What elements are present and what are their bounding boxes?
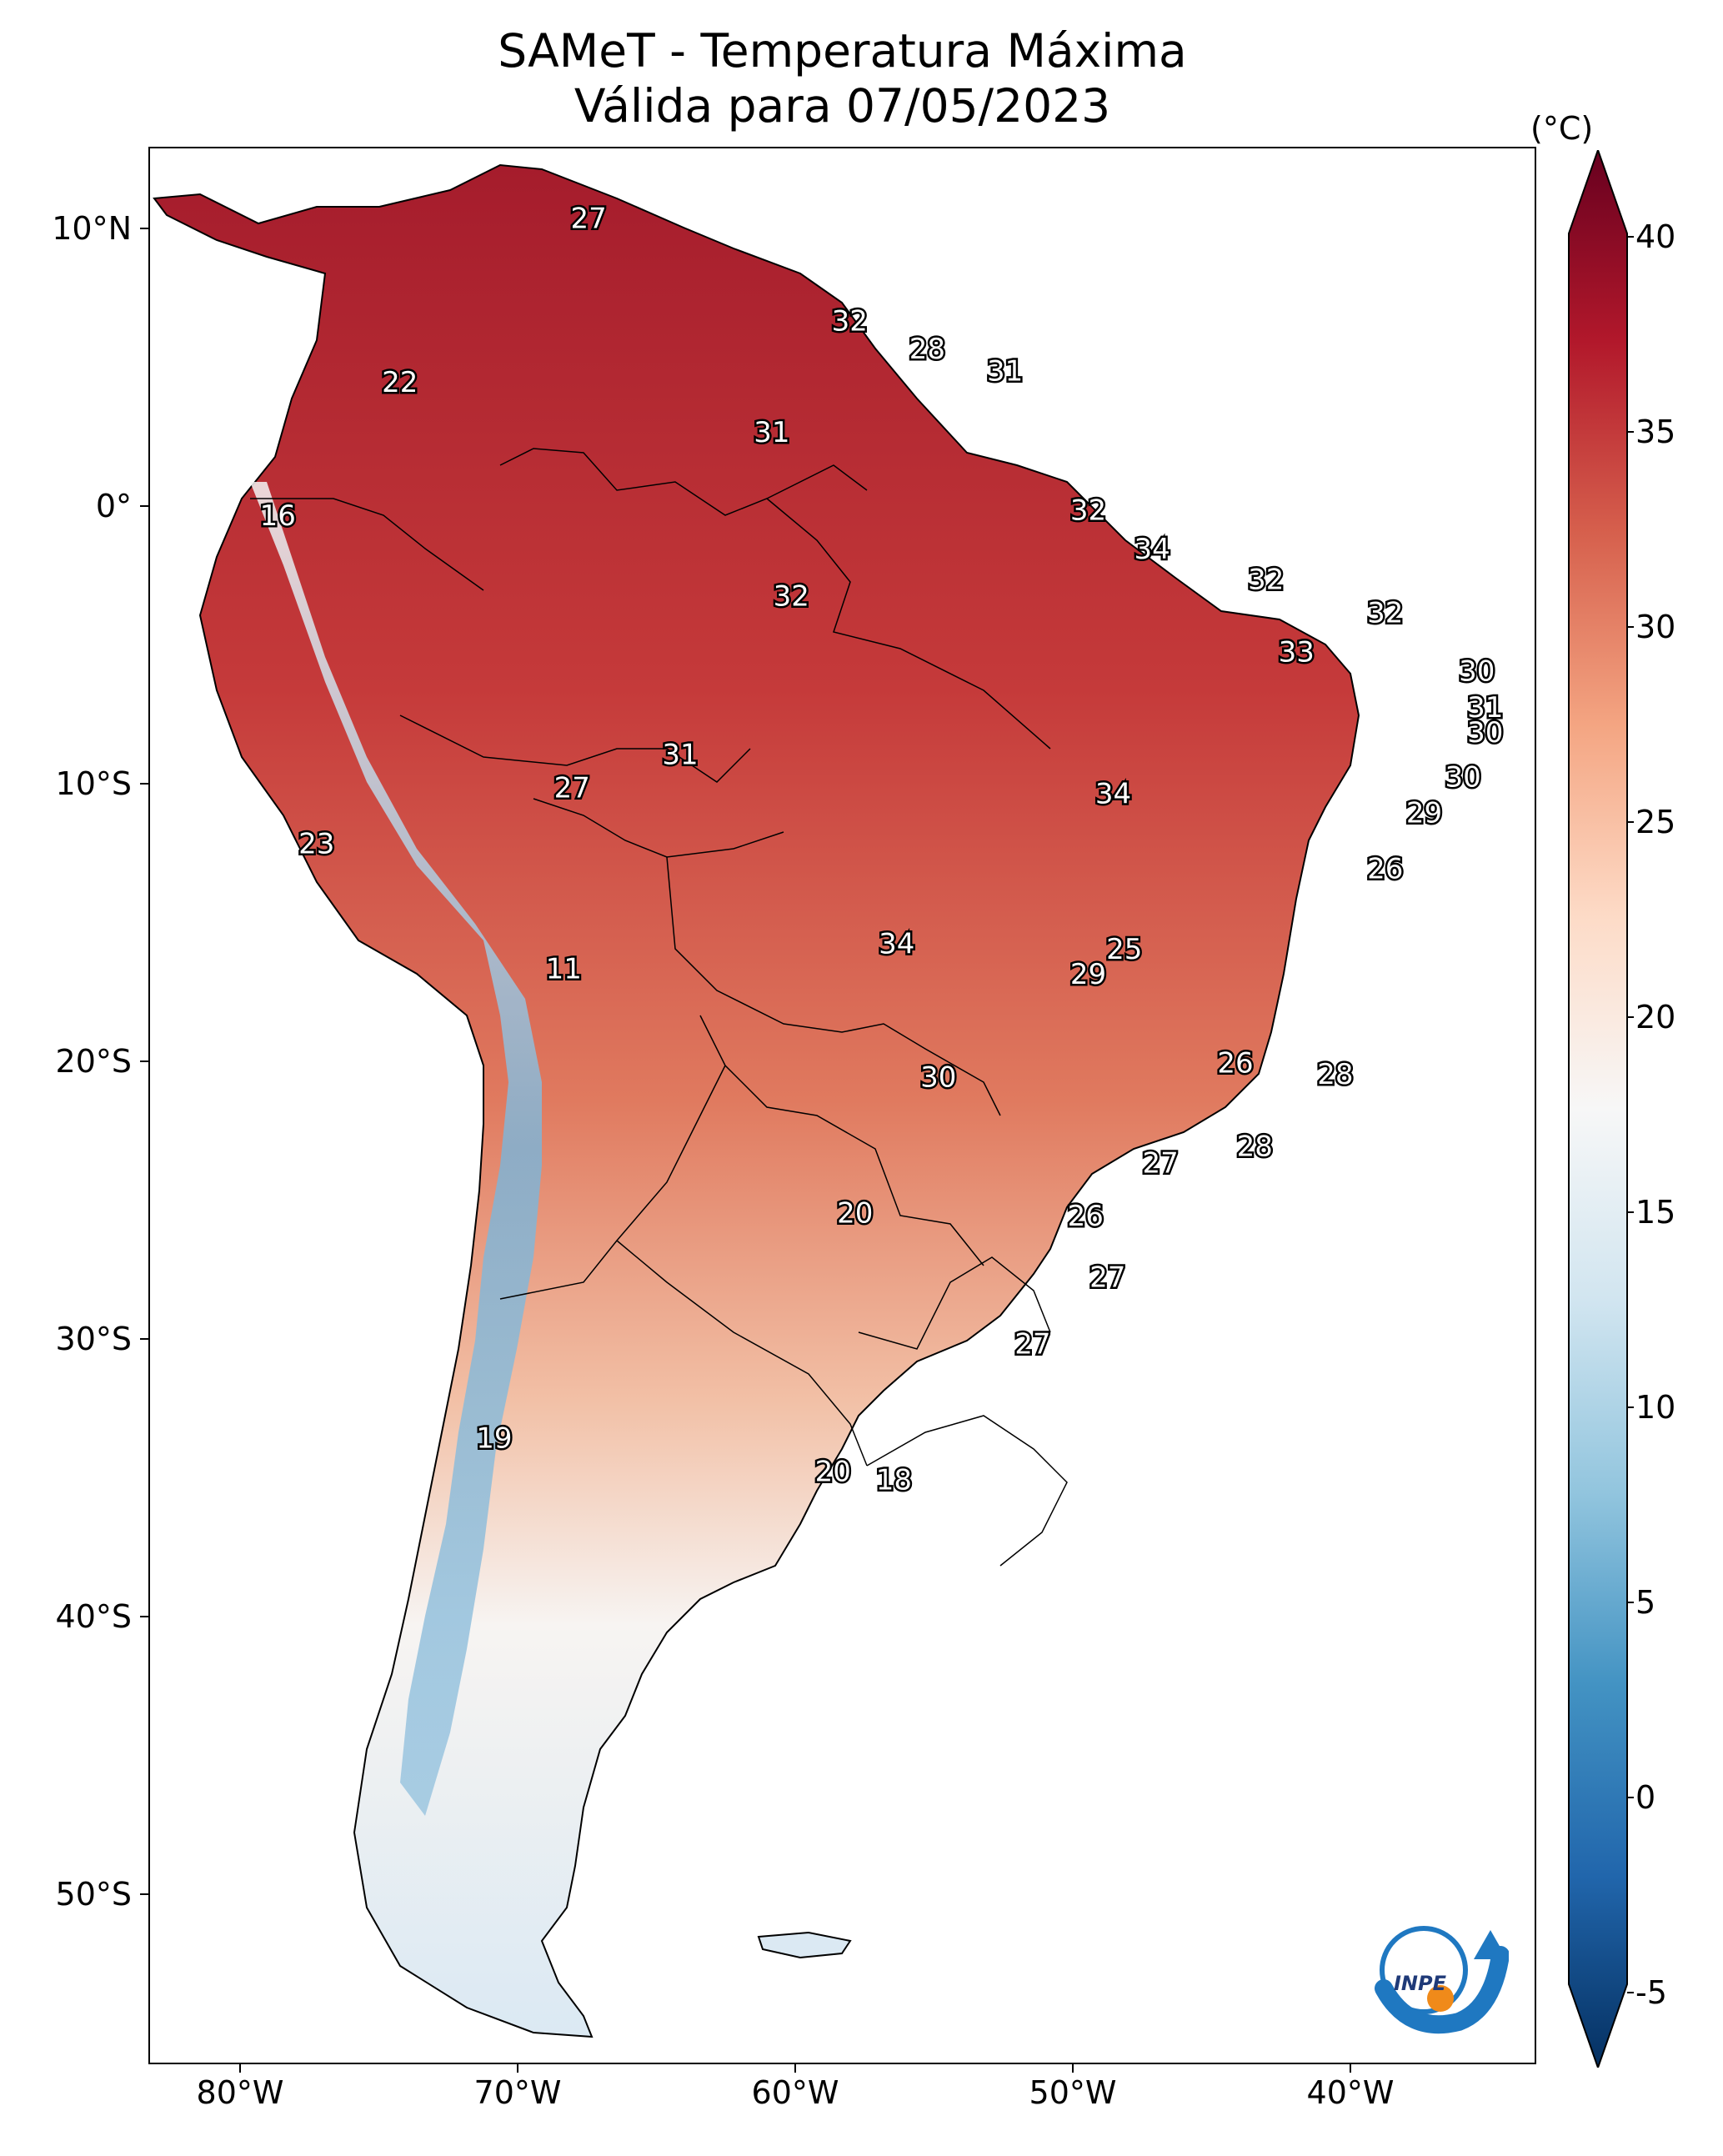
lon-label-40w: 40°W (1306, 2074, 1395, 2111)
lat-tick (140, 783, 148, 785)
title-line-1: SAMeT - Temperatura Máxima (498, 24, 1187, 78)
colorbar-unit: (°C) (1530, 110, 1594, 147)
station-value-label: 26 (1068, 1200, 1104, 1233)
station-value-label: 30 (920, 1060, 956, 1094)
station-value-label: 27 (554, 772, 590, 805)
station-value-label: 31 (1467, 691, 1503, 725)
station-value-label: 32 (832, 305, 868, 338)
lon-tick (517, 2064, 518, 2073)
station-value-label: 22 (382, 366, 418, 399)
land-mass (153, 163, 1360, 2038)
lon-tick (794, 2064, 796, 2073)
station-value-label: 34 (1134, 533, 1170, 566)
station-value-label: 34 (879, 927, 914, 960)
lat-tick (140, 1060, 148, 1062)
station-value-label: 30 (1467, 716, 1503, 750)
station-value-label: 30 (1445, 760, 1480, 794)
lon-tick (1350, 2064, 1351, 2073)
lat-label-10n: 10°N (52, 210, 132, 247)
station-value-label: 18 (876, 1464, 912, 1497)
colorbar (1568, 150, 1634, 2068)
lat-tick (140, 1893, 148, 1895)
lat-tick (140, 505, 148, 507)
title-line-2: Válida para 07/05/2023 (573, 79, 1111, 133)
station-value-label: 23 (298, 827, 334, 860)
station-value-label: 32 (1367, 597, 1403, 630)
lat-label-50s: 50°S (55, 1876, 132, 1913)
colorbar-label-10: 10 (1635, 1389, 1676, 1426)
lat-label-0: 0° (95, 488, 132, 524)
station-value-label: 26 (1217, 1047, 1253, 1081)
country-borders (250, 448, 1068, 1567)
station-value-label: 32 (1248, 564, 1284, 597)
station-value-label: 28 (909, 333, 945, 366)
station-value-label: 20 (837, 1197, 873, 1231)
colorbar-label-20: 20 (1635, 999, 1676, 1035)
station-value-label: 20 (815, 1456, 851, 1489)
station-value-label: 26 (1367, 852, 1403, 885)
lon-label-60w: 60°W (751, 2074, 839, 2111)
station-value-label: 34 (1095, 777, 1131, 810)
station-value-label: 31 (754, 416, 789, 449)
andes-cold-band (250, 482, 542, 1816)
station-value-label: 31 (987, 355, 1023, 389)
station-value-label: 27 (1089, 1261, 1125, 1294)
colorbar-gradient (1568, 150, 1628, 2068)
station-value-label: 32 (1070, 494, 1106, 527)
map-frame: 27 32 28 31 22 31 16 32 34 32 32 32 33 30 31 30 31 27 34 30… (148, 147, 1536, 2064)
lat-tick (140, 1616, 148, 1617)
lat-label-10s: 10°S (55, 765, 132, 802)
station-value-label: 33 (1279, 635, 1315, 669)
station-value-label: 27 (570, 202, 606, 235)
station-value-label: 16 (260, 499, 296, 533)
station-value-label: 11 (546, 952, 582, 985)
station-value-label: 31 (662, 739, 698, 772)
lat-label-30s: 30°S (55, 1321, 132, 1357)
lon-label-70w: 70°W (473, 2074, 562, 2111)
lat-label-20s: 20°S (55, 1043, 132, 1080)
lat-label-40s: 40°S (55, 1598, 132, 1635)
lat-tick (140, 228, 148, 229)
lon-label-50w: 50°W (1029, 2074, 1117, 2111)
colorbar-label-35: 35 (1635, 414, 1676, 450)
colorbar-label-40: 40 (1635, 218, 1676, 255)
station-value-label: 30 (1459, 655, 1495, 689)
station-value-label: 25 (1106, 933, 1142, 966)
inpe-logo-text: INPE (1394, 1972, 1447, 1995)
lon-tick (239, 2064, 241, 2073)
station-value-label: 28 (1317, 1058, 1353, 1091)
station-value-label: 19 (476, 1422, 512, 1456)
inpe-logo: INPE (1375, 1926, 1509, 2034)
colorbar-label-minus5: -5 (1635, 1974, 1667, 2011)
station-value-label: 28 (1237, 1131, 1273, 1164)
colorbar-label-30: 30 (1635, 609, 1676, 645)
lat-tick (140, 1338, 148, 1340)
lon-label-80w: 80°W (196, 2074, 284, 2111)
colorbar-label-15: 15 (1635, 1194, 1676, 1231)
station-value-label: 27 (1014, 1327, 1050, 1361)
station-value-label: 29 (1406, 797, 1442, 830)
colorbar-label-5: 5 (1635, 1584, 1656, 1621)
station-value-label: 32 (774, 580, 809, 614)
colorbar-label-0: 0 (1635, 1779, 1656, 1816)
station-value-label: 27 (1142, 1147, 1178, 1181)
falkland-islands (757, 1931, 852, 1959)
page-title: SAMeT - Temperatura Máxima Válida para 0… (148, 23, 1536, 133)
colorbar-label-25: 25 (1635, 804, 1676, 840)
station-value-label: 29 (1070, 958, 1106, 991)
lon-tick (1072, 2064, 1074, 2073)
